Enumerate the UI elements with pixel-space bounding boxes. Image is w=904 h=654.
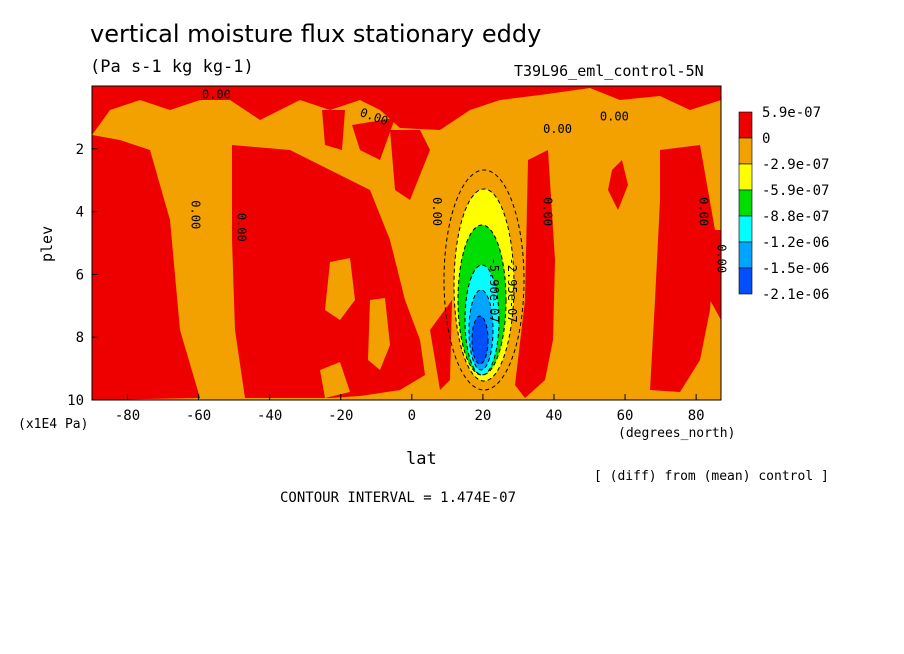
x-axis: -80 -60 -40 -20 0 20 40 60 80 xyxy=(115,394,705,424)
contour-label: 0.00 xyxy=(543,122,572,136)
y-axis: 2 4 6 8 10 xyxy=(67,142,98,409)
contour-label: 0.00 xyxy=(189,200,203,229)
contour-label: 0.00 xyxy=(235,213,249,242)
x-tick-label: 0 xyxy=(408,408,416,424)
contour-label: 0.00 xyxy=(697,197,711,226)
legend-label: 5.9e-07 xyxy=(762,105,821,121)
legend-label: -5.9e-07 xyxy=(762,183,829,199)
field-red-right xyxy=(650,145,715,392)
legend-swatch xyxy=(738,241,753,269)
legend-swatch xyxy=(738,163,753,191)
field-orange-island-1 xyxy=(325,258,355,320)
legend-label: -1.5e-06 xyxy=(762,261,829,277)
x-tick-label: -20 xyxy=(328,408,353,424)
legend-label: -8.8e-07 xyxy=(762,209,829,225)
legend-swatch xyxy=(738,111,753,139)
field-red-cell-4 xyxy=(608,160,628,210)
x-tick-label: 80 xyxy=(688,408,705,424)
y-tick-label: 10 xyxy=(67,393,84,409)
y-tick-label: 8 xyxy=(76,330,84,346)
field-red-cell-2 xyxy=(352,118,395,160)
color-legend: 5.9e-07 0 -2.9e-07 -5.9e-07 -8.8e-07 -1.2e-06… xyxy=(738,105,829,303)
contour-label: 0.00 xyxy=(430,197,444,226)
field-red-right-column xyxy=(515,150,555,398)
contour-label: 0.00 xyxy=(202,88,231,102)
contour-interval: CONTOUR INTERVAL = 1.474E-07 xyxy=(280,490,517,506)
field-red-cell-3 xyxy=(390,130,430,200)
y-axis-label: plev xyxy=(38,226,56,262)
y-axis-unit: (x1E4 Pa) xyxy=(18,417,88,432)
contour-label: 0.00 xyxy=(714,244,728,273)
x-tick-label: 40 xyxy=(546,408,563,424)
contour-label: -2.95e-07 xyxy=(505,258,519,323)
field-orange-island-3 xyxy=(320,362,350,398)
x-tick-label: -80 xyxy=(115,408,140,424)
x-axis-unit: (degrees_north) xyxy=(618,426,735,441)
contour-label: -5.90e-07 xyxy=(487,258,501,323)
legend-label: -2.9e-07 xyxy=(762,157,829,173)
y-tick-label: 2 xyxy=(76,142,84,158)
field-red-cell-1 xyxy=(322,110,345,150)
heatmap-field xyxy=(92,86,721,400)
field-red-sliver xyxy=(430,300,452,390)
x-tick-label: 20 xyxy=(474,408,491,424)
field-red-edge-right xyxy=(708,230,721,320)
x-tick-label: 60 xyxy=(617,408,634,424)
chart-title: vertical moisture flux stationary eddy xyxy=(90,20,542,48)
negative-contours xyxy=(443,169,525,391)
plot-frame xyxy=(91,85,722,401)
legend-swatch xyxy=(738,189,753,217)
x-tick-label: -60 xyxy=(186,408,211,424)
field-red-top xyxy=(92,86,721,135)
contour-label: 0.00 xyxy=(540,197,554,226)
legend-swatch xyxy=(738,267,753,295)
contour-label: 0.00 xyxy=(600,110,629,124)
x-axis-label: lat xyxy=(406,449,437,469)
y-tick-label: 4 xyxy=(76,205,84,221)
chart-units: (Pa s-1 kg kg-1) xyxy=(90,57,254,77)
field-orange-island-2 xyxy=(368,298,390,370)
diff-note: [ (diff) from (mean) control ] xyxy=(594,469,829,484)
x-tick-label: -40 xyxy=(257,408,282,424)
legend-swatch xyxy=(738,215,753,243)
y-tick-label: 6 xyxy=(76,267,84,283)
legend-swatch xyxy=(738,137,753,165)
field-red-left xyxy=(92,135,200,400)
legend-label: 0 xyxy=(762,131,770,147)
legend-label: -1.2e-06 xyxy=(762,235,829,251)
run-label: T39L96_eml_control-5N xyxy=(514,62,704,80)
field-blue xyxy=(472,316,488,364)
legend-label: -2.1e-06 xyxy=(762,287,829,303)
